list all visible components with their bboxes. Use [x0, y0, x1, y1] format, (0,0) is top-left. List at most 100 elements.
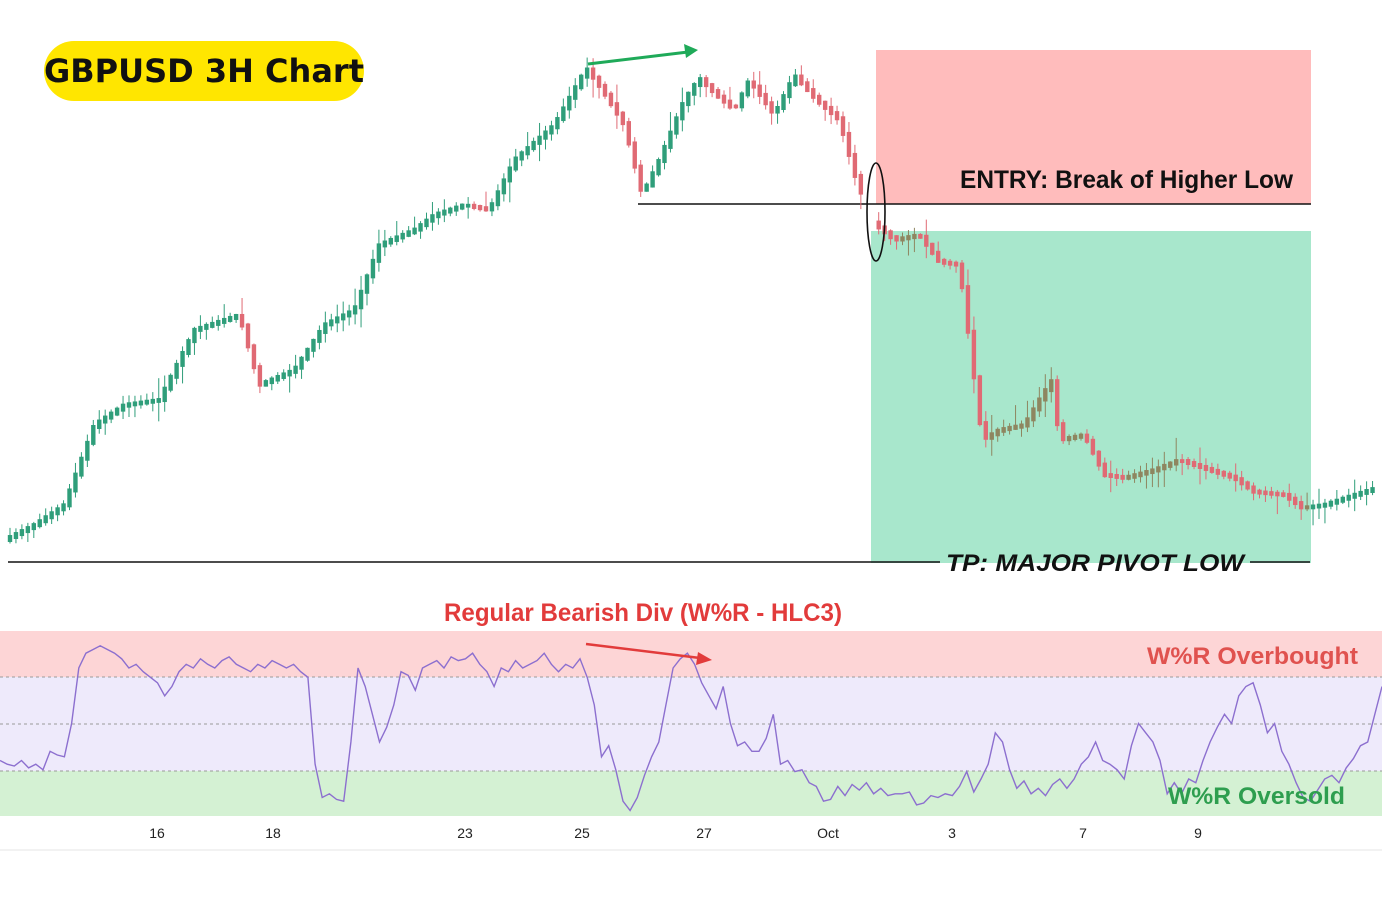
- candle-body: [114, 407, 120, 416]
- candle-body: [1251, 485, 1256, 494]
- take-profit-zone: [871, 231, 1311, 563]
- candle-body: [263, 380, 269, 387]
- candle-body: [162, 386, 167, 403]
- candle-body: [126, 402, 132, 408]
- candle-body: [412, 227, 417, 235]
- candle-body: [335, 316, 340, 324]
- candle-body: [1001, 427, 1006, 433]
- candle-body: [763, 92, 768, 106]
- entry-break-ellipse: [866, 162, 886, 262]
- oversold-label: W%R Oversold: [1168, 783, 1345, 810]
- candle-body: [936, 250, 941, 263]
- candle-body: [971, 329, 977, 380]
- candle-body: [1114, 474, 1119, 479]
- candle-body: [977, 375, 983, 426]
- wr-lower-high-arrow: [585, 642, 701, 660]
- candle-body: [448, 207, 453, 214]
- candle-body: [573, 85, 578, 100]
- candle-body: [584, 67, 590, 79]
- candle-body: [561, 106, 566, 122]
- price-higher-high-arrow: [587, 50, 689, 66]
- candle-body: [888, 230, 893, 240]
- candle-body: [852, 152, 858, 178]
- candle-body: [198, 325, 203, 332]
- candle-body: [1132, 473, 1137, 479]
- candle-body: [269, 377, 274, 385]
- candle-body: [1239, 477, 1244, 486]
- candle-body: [73, 472, 78, 493]
- candle-body: [1340, 496, 1345, 503]
- candle-body: [507, 166, 512, 183]
- candle-body: [37, 519, 42, 528]
- candle-body: [1031, 407, 1036, 422]
- candle-body: [906, 235, 911, 241]
- candle-body: [709, 83, 715, 94]
- x-tick-label: 16: [149, 825, 165, 841]
- candle-body: [216, 319, 221, 326]
- candle-body: [424, 218, 429, 228]
- candle-body: [1174, 459, 1179, 466]
- candle-body: [418, 223, 423, 232]
- candle-body: [608, 92, 614, 107]
- candle-body: [1179, 459, 1185, 464]
- candle-body: [311, 338, 316, 352]
- candle-body: [757, 84, 762, 97]
- candle-body: [686, 91, 691, 107]
- candle-body: [1221, 470, 1226, 477]
- candle-body: [406, 230, 411, 237]
- candle-body: [495, 190, 501, 207]
- candle-body: [1209, 466, 1215, 473]
- candle-body: [817, 94, 822, 105]
- candle-body: [953, 261, 959, 267]
- candle-body: [918, 233, 923, 239]
- candle-body: [590, 67, 596, 80]
- chart-title: GBPUSD 3H Chart: [44, 52, 364, 90]
- candle-body: [799, 74, 804, 86]
- candle-body: [1334, 498, 1340, 505]
- candle-body: [1281, 492, 1286, 497]
- x-tick-label: 18: [265, 825, 281, 841]
- wr-arrow-head: [696, 652, 712, 665]
- candle-body: [692, 83, 697, 96]
- candle-body: [632, 141, 637, 169]
- candle-body: [555, 117, 560, 130]
- candle-body: [1370, 487, 1375, 494]
- tp-label: TP: MAJOR PIVOT LOW: [946, 550, 1247, 577]
- x-tick-label: 23: [457, 825, 473, 841]
- candle-body: [715, 89, 721, 99]
- candle-body: [364, 274, 370, 294]
- candle-body: [775, 106, 780, 114]
- candle-body: [567, 95, 572, 111]
- candle-body: [656, 159, 661, 176]
- candle-body: [370, 258, 376, 279]
- candle-body: [1233, 474, 1238, 482]
- overbought-label: W%R Overbought: [1147, 643, 1358, 670]
- candle-body: [519, 151, 524, 161]
- candle-body: [287, 369, 292, 377]
- candle-body: [1162, 463, 1167, 471]
- candle-body: [281, 372, 286, 379]
- candle-body: [1215, 468, 1221, 475]
- candle-body: [49, 511, 54, 520]
- candle-body: [108, 411, 114, 420]
- price-arrow-head: [684, 44, 698, 58]
- candle-body: [329, 319, 334, 327]
- candle-body: [596, 75, 602, 88]
- candle-body: [1197, 463, 1203, 469]
- candle-body: [317, 329, 322, 343]
- candle-body: [19, 529, 25, 537]
- candle-body: [1096, 450, 1102, 467]
- candle-body: [1078, 433, 1084, 439]
- x-tick-label: 9: [1194, 825, 1202, 841]
- candle-body: [1138, 471, 1143, 478]
- candle-body: [1055, 379, 1060, 427]
- candle-body: [477, 205, 483, 211]
- candle-body: [1293, 496, 1298, 506]
- candle-body: [1007, 425, 1012, 432]
- candle-body: [811, 88, 816, 99]
- candle-body: [1304, 505, 1310, 510]
- candle-body: [227, 315, 233, 322]
- candle-body: [144, 399, 150, 405]
- candle-body: [840, 116, 846, 136]
